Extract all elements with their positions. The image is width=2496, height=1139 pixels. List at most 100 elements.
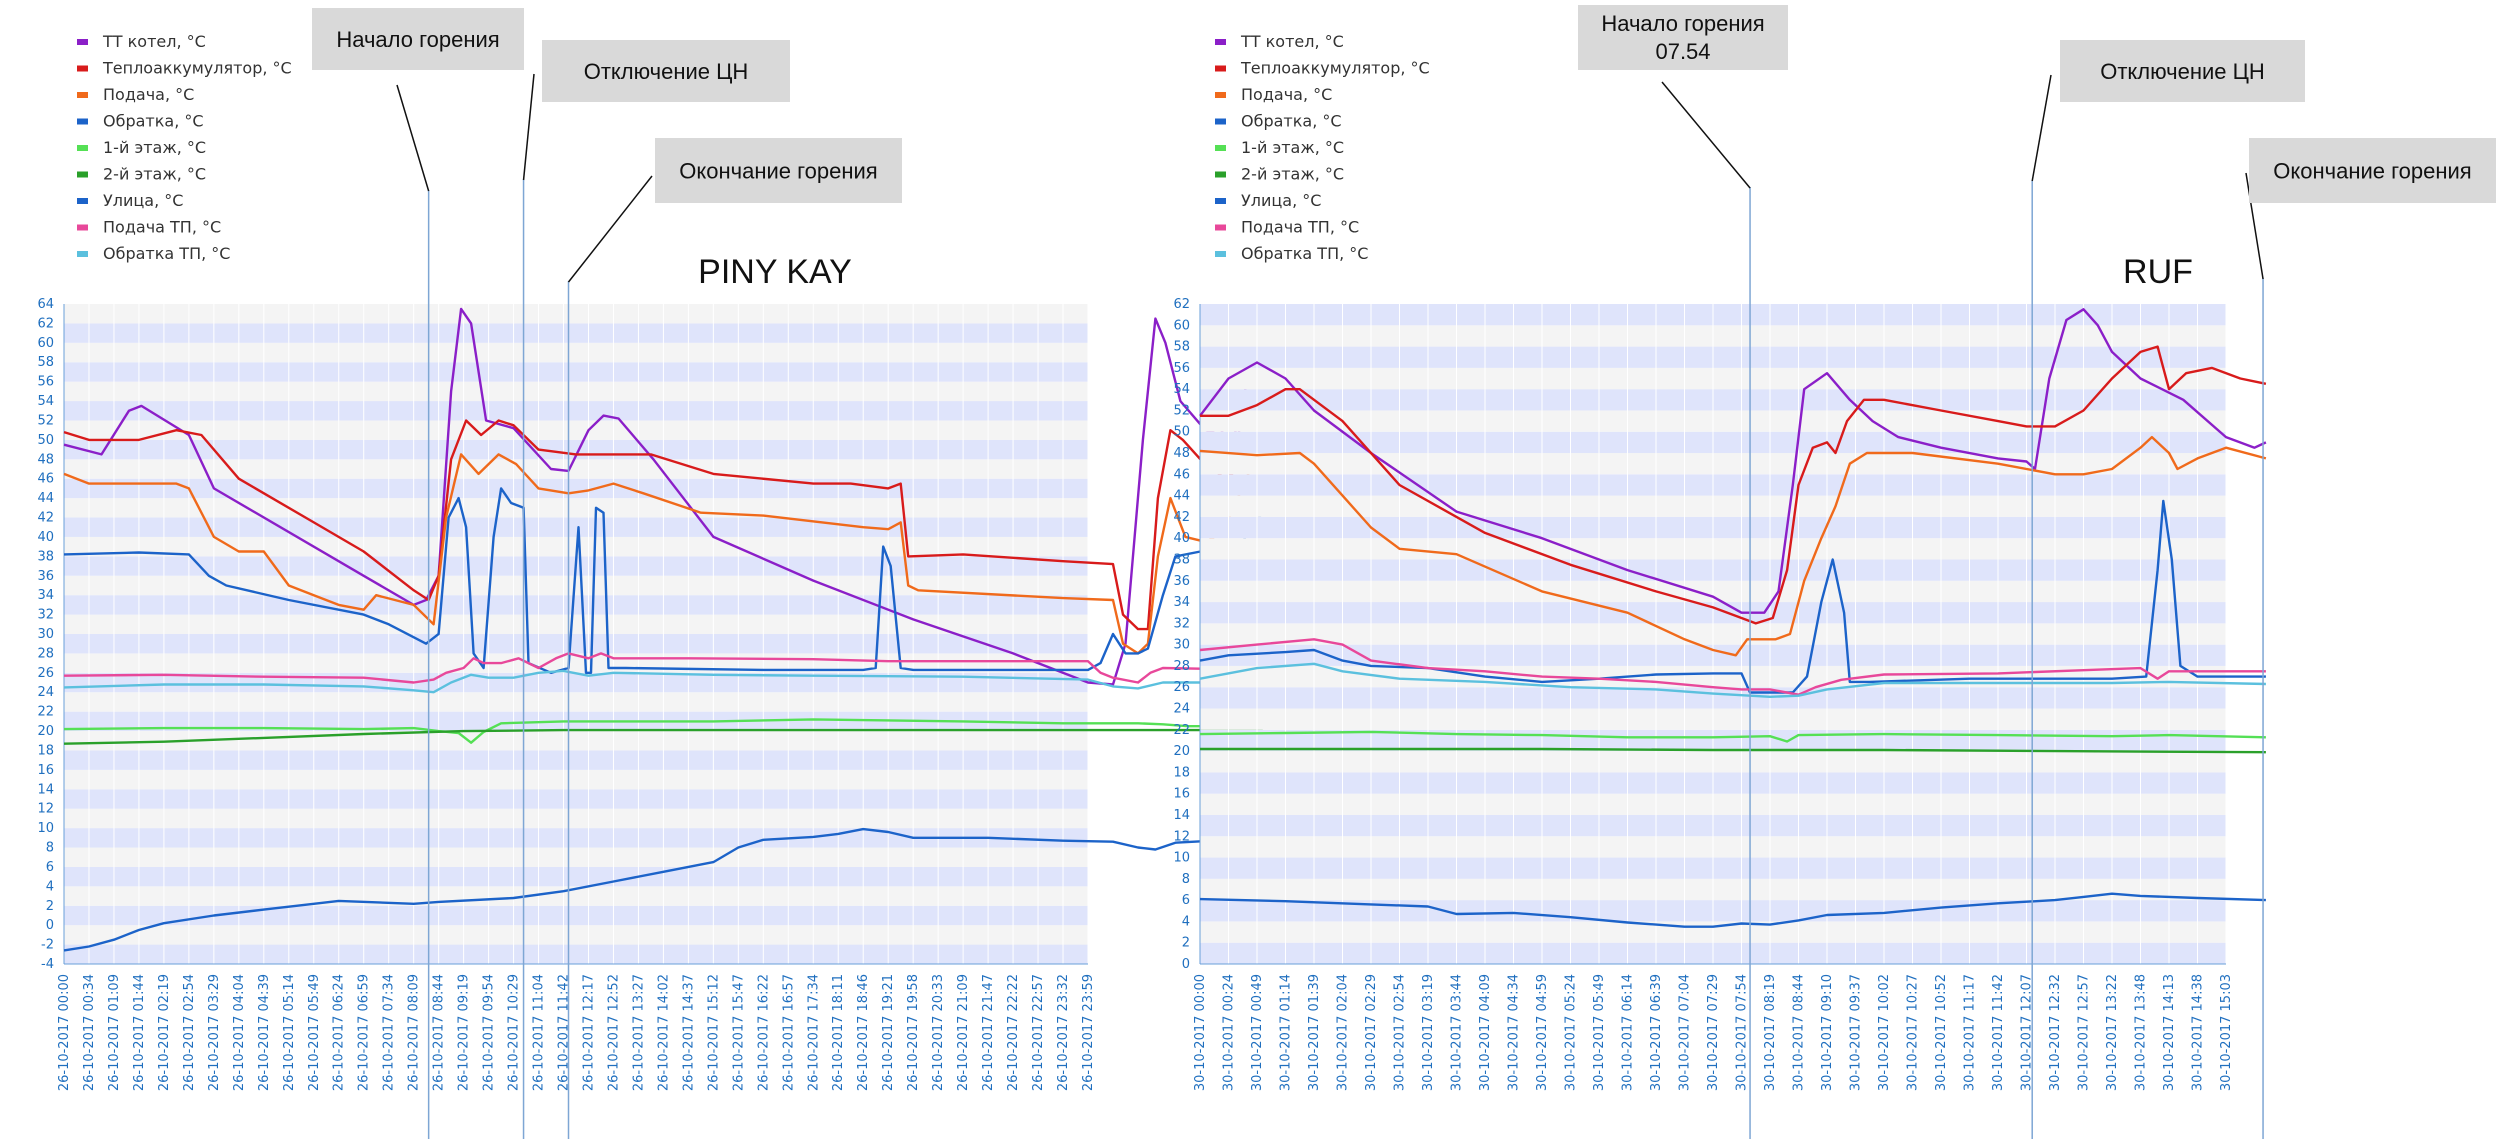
piny-kay-y-tick-label: 44 <box>37 491 54 506</box>
piny-kay-chart-title: PINY KAY <box>698 253 852 291</box>
piny-kay-x-tick-label: 26-10-2017 11:04 <box>532 974 547 1091</box>
ruf-x-tick-label: 30-10-2017 10:02 <box>1877 974 1892 1091</box>
ruf-y-tick-label: 28 <box>1173 659 1190 674</box>
piny-kay-y-tick-label: 24 <box>37 685 54 700</box>
ruf-legend-swatch <box>1215 198 1226 204</box>
piny-kay-x-tick-label: 26-10-2017 19:58 <box>906 974 921 1091</box>
ruf-y-tick-label: 16 <box>1173 787 1190 802</box>
piny-kay-y-tick-label: 6 <box>46 860 54 875</box>
piny-kay-series-line-8 <box>63 652 1263 684</box>
ruf-y-tick-label: 44 <box>1173 489 1190 504</box>
piny-kay-grid-band <box>64 866 1088 887</box>
piny-kay-annotation-box <box>542 40 790 102</box>
ruf-x-tick-label: 30-10-2017 08:19 <box>1763 974 1778 1091</box>
ruf-legend-swatch <box>1215 171 1226 178</box>
ruf-x-tick-label: 30-10-2017 11:42 <box>1991 974 2006 1091</box>
ruf-x-tick-label: 30-10-2017 00:49 <box>1250 974 1265 1091</box>
piny-kay-x-tick-label: 26-10-2017 02:19 <box>157 974 172 1091</box>
piny-kay-grid-band <box>64 575 1088 596</box>
ruf-x-tick-label: 30-10-2017 01:14 <box>1279 974 1294 1091</box>
ruf-legend-swatch <box>1215 224 1226 231</box>
piny-kay-annotation-leader <box>567 175 653 283</box>
ruf-y-tick-label: 36 <box>1173 574 1190 589</box>
ruf-x-tick-label: 30-10-2017 04:09 <box>1478 974 1493 1091</box>
ruf-legend-swatch <box>1215 145 1226 151</box>
piny-kay-x-tick-label: 26-10-2017 11:42 <box>557 974 572 1091</box>
piny-kay-y-tick-label: 12 <box>37 802 54 817</box>
piny-kay-grid-band <box>64 478 1088 499</box>
piny-kay-x-tick-label: 26-10-2017 16:57 <box>781 974 796 1091</box>
ruf-series-line-4 <box>1199 499 2266 694</box>
ruf-x-tick-label: 30-10-2017 12:57 <box>2077 974 2092 1091</box>
ruf-annotation-box <box>2060 40 2305 102</box>
ruf-x-tick-label: 30-10-2017 11:17 <box>1963 974 1978 1091</box>
piny-kay-series-line-7 <box>63 827 1263 952</box>
ruf-legend-swatch <box>1215 65 1226 72</box>
ruf-annotation-leader <box>2245 172 2264 280</box>
piny-kay-grid-band <box>64 614 1088 634</box>
piny-kay-legend-swatch <box>77 118 88 125</box>
ruf-legend-swatch <box>1215 39 1226 45</box>
piny-kay-series-line-4 <box>63 487 1264 674</box>
ruf-legend-label: Теплоаккумулятор, °С <box>1240 59 1430 78</box>
piny-kay-y-tick-label: -2 <box>41 938 54 953</box>
ruf-y-tick-label: 38 <box>1173 552 1190 567</box>
ruf-x-tick-label: 30-10-2017 04:34 <box>1507 974 1522 1091</box>
piny-kay-x-tick-label: 26-10-2017 09:19 <box>457 974 472 1091</box>
ruf-x-tick-label: 30-10-2017 09:37 <box>1849 974 1864 1091</box>
ruf-y-tick-label: 62 <box>1173 297 1190 312</box>
piny-kay-x-tick-label: 26-10-2017 13:27 <box>631 974 646 1091</box>
ruf-annotation-label-line: Начало горения <box>1601 11 1764 36</box>
piny-kay-x-tick-label: 26-10-2017 21:47 <box>981 974 996 1091</box>
ruf-annotation-label-line: 07.54 <box>1655 39 1710 64</box>
ruf-series-line-5 <box>1199 730 2266 743</box>
piny-kay-x-tick-label: 26-10-2017 18:11 <box>831 974 846 1091</box>
piny-kay-grid-band <box>64 517 1088 537</box>
piny-kay-legend-swatch <box>77 65 88 72</box>
piny-kay-legend-swatch <box>77 171 88 178</box>
piny-kay-y-tick-label: 8 <box>46 841 54 856</box>
piny-kay-y-tick-label: 0 <box>46 918 54 933</box>
ruf-x-tick-label: 30-10-2017 00:24 <box>1222 974 1237 1091</box>
piny-kay-grid-band <box>64 808 1088 829</box>
piny-kay-x-tick-label: 26-10-2017 14:02 <box>656 974 671 1091</box>
ruf-x-tick-label: 30-10-2017 13:48 <box>2134 974 2149 1091</box>
ruf-y-tick-label: 50 <box>1173 425 1190 440</box>
piny-kay-y-tick-label: 36 <box>37 569 54 584</box>
piny-kay-y-tick-label: 56 <box>37 375 54 390</box>
piny-kay-x-tick-label: 26-10-2017 20:33 <box>931 974 946 1091</box>
piny-kay-y-tick-label: 22 <box>37 705 54 720</box>
piny-kay-x-tick-label: 26-10-2017 00:00 <box>57 974 72 1091</box>
piny-kay-grid-band <box>64 323 1088 343</box>
piny-kay-x-tick-label: 26-10-2017 22:57 <box>1031 974 1046 1091</box>
ruf-y-tick-label: 12 <box>1173 829 1190 844</box>
piny-kay-legend-label: Подача ТП, °С <box>103 218 221 237</box>
piny-kay-y-tick-label: 46 <box>37 472 54 487</box>
ruf-legend-label: Подача, °С <box>1241 85 1332 104</box>
piny-kay-x-tick-label: 26-10-2017 19:21 <box>881 974 896 1091</box>
ruf-x-tick-label: 30-10-2017 08:44 <box>1792 974 1807 1091</box>
ruf-y-tick-label: 26 <box>1173 680 1190 695</box>
piny-kay-grid-band <box>64 653 1088 673</box>
ruf-series-line-7 <box>1199 892 2266 928</box>
piny-kay-grid-band <box>64 886 1088 906</box>
piny-kay-annotation-leader <box>396 84 430 192</box>
piny-kay-grid-band <box>64 439 1088 460</box>
ruf-annotation-box <box>2249 138 2496 203</box>
piny-kay-x-tick-label: 26-10-2017 06:59 <box>357 974 372 1091</box>
piny-kay-y-tick-label: 40 <box>37 530 54 545</box>
piny-kay-legend-label: 1-й этаж, °С <box>103 138 206 157</box>
piny-kay-x-tick-label: 26-10-2017 01:44 <box>132 974 147 1091</box>
ruf-x-tick-label: 30-10-2017 04:59 <box>1535 974 1550 1091</box>
piny-kay-x-tick-label: 26-10-2017 12:17 <box>581 974 596 1091</box>
piny-kay-y-tick-label: 4 <box>46 879 54 894</box>
ruf-legend-label: Обратка ТП, °С <box>1241 244 1368 263</box>
piny-kay-legend-label: Улица, °С <box>103 191 183 210</box>
ruf-y-tick-label: 4 <box>1182 914 1190 929</box>
piny-kay-y-tick-label: 52 <box>37 413 54 428</box>
ruf-y-tick-label: 34 <box>1173 595 1190 610</box>
piny-kay-x-tick-label: 26-10-2017 09:54 <box>482 974 497 1091</box>
piny-kay-x-tick-label: 26-10-2017 02:54 <box>182 974 197 1091</box>
piny-kay-grid-band <box>64 847 1088 867</box>
piny-kay-grid-band <box>64 420 1088 440</box>
